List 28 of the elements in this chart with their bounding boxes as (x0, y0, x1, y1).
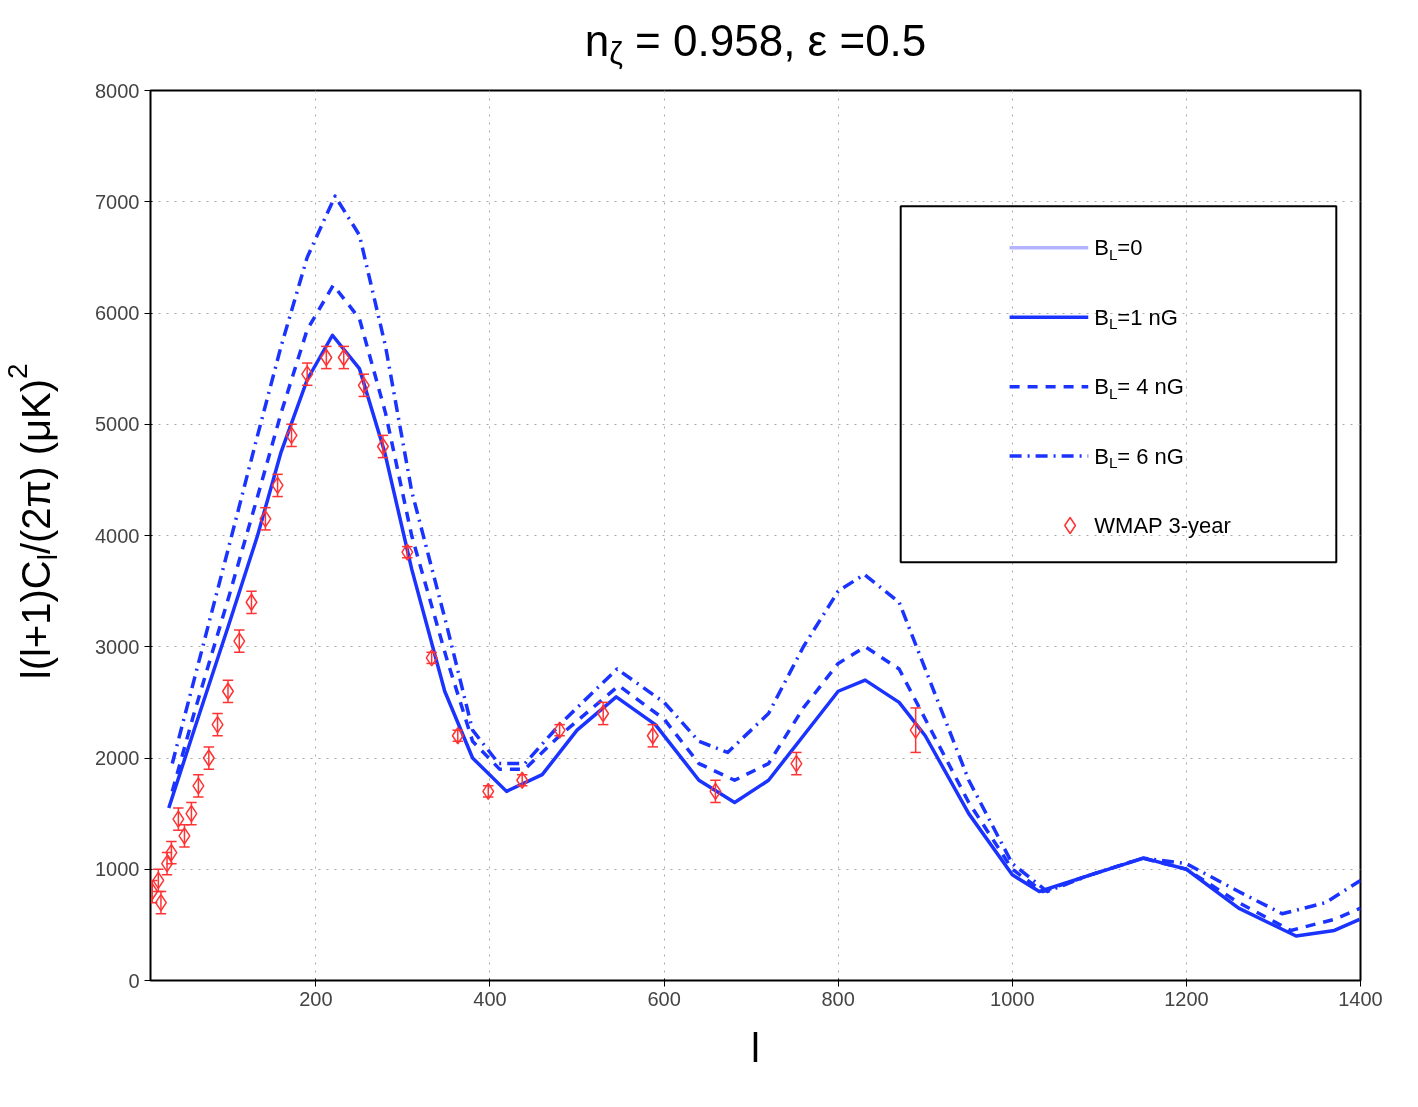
point (259, 510, 272, 528)
y-tick-label: 2000 (95, 747, 140, 769)
x-axis-title: l (751, 1025, 760, 1070)
y-tick-label: 3000 (95, 635, 140, 658)
point (221, 682, 235, 700)
x-tick-label: 200 (299, 987, 333, 1010)
x-tick-label: 400 (473, 987, 507, 1010)
point (233, 632, 246, 650)
point (301, 365, 314, 383)
x-tick-label: 1200 (1164, 987, 1209, 1010)
y-tick-label: 5000 (95, 413, 140, 436)
x-tick-label: 1400 (1338, 987, 1383, 1010)
y-tick-label: 0 (128, 969, 140, 992)
y-axis-title: l(l+1)Cl/(2π) (μK)2 (2, 363, 63, 680)
point (172, 810, 185, 828)
y-tick-label: 8000 (95, 79, 140, 102)
y-tick-label: 6000 (95, 302, 140, 324)
x-tick-label: 800 (821, 987, 855, 1010)
legend-label: WMAP 3-year (1094, 513, 1231, 539)
point (245, 593, 258, 611)
point (909, 721, 922, 739)
point (192, 777, 205, 795)
x-tick-label: 1000 (990, 987, 1035, 1010)
point (646, 727, 659, 745)
y-tick-label: 1000 (95, 858, 140, 881)
y-tick-label: 7000 (95, 190, 140, 213)
x-tick-label: 600 (647, 987, 681, 1010)
y-tick-label: 4000 (95, 524, 140, 547)
